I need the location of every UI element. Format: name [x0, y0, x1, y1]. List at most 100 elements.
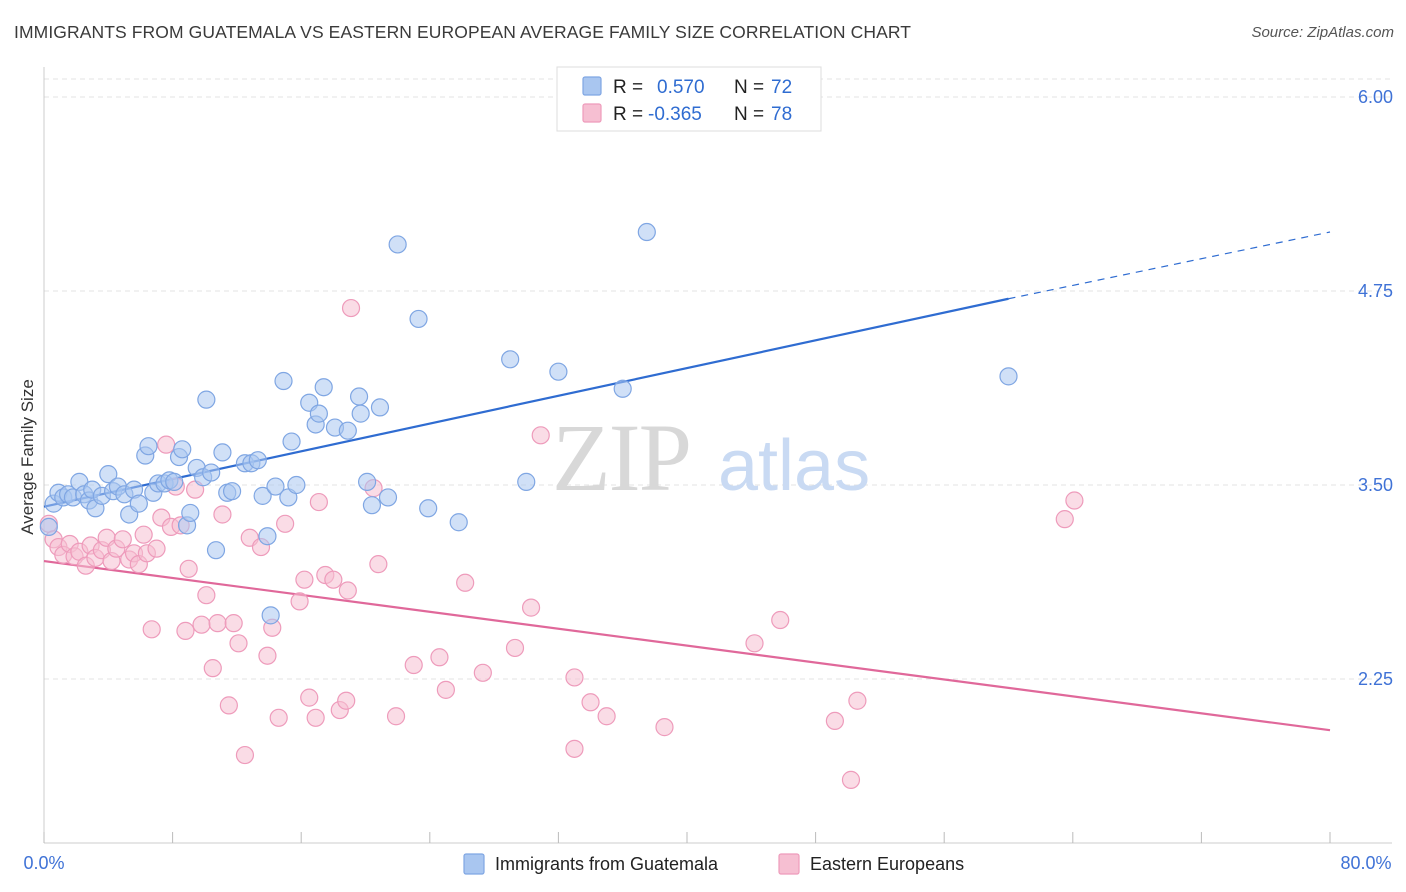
point-eastern-europeans — [306, 708, 325, 727]
point-eastern-europeans — [176, 621, 195, 640]
point-eastern-europeans — [213, 505, 232, 524]
point-eastern-europeans — [337, 691, 356, 710]
legend: Immigrants from Guatemala Eastern Europe… — [463, 853, 964, 875]
point-eastern-europeans — [229, 634, 248, 653]
point-eastern-europeans — [597, 707, 616, 726]
point-guatemala — [253, 486, 272, 505]
point-eastern-europeans — [235, 745, 255, 765]
point-eastern-europeans — [269, 708, 288, 727]
point-eastern-europeans — [300, 688, 319, 707]
point-guatemala — [173, 440, 192, 459]
point-guatemala — [274, 371, 293, 391]
point-eastern-europeans — [276, 514, 295, 533]
point-guatemala — [165, 472, 184, 491]
point-eastern-europeans — [341, 298, 361, 318]
point-guatemala — [206, 541, 226, 560]
point-eastern-europeans — [404, 655, 423, 675]
point-guatemala — [637, 222, 656, 242]
point-guatemala — [613, 379, 632, 398]
y-tick-label: 6.00 — [1358, 87, 1393, 107]
point-eastern-europeans — [430, 648, 449, 667]
stats-r-value-1: 0.570 — [657, 77, 705, 98]
trendline-eastern-europeans — [43, 559, 1331, 732]
point-guatemala — [129, 494, 148, 513]
point-guatemala — [501, 350, 520, 369]
point-eastern-europeans — [192, 615, 211, 634]
point-guatemala — [99, 465, 118, 484]
point-guatemala — [419, 499, 438, 518]
point-guatemala — [370, 398, 390, 417]
stats-swatch-pink — [582, 103, 602, 123]
point-eastern-europeans — [258, 646, 277, 665]
point-eastern-europeans — [521, 598, 541, 617]
point-guatemala — [309, 404, 328, 423]
point-eastern-europeans — [436, 680, 455, 699]
point-eastern-europeans — [848, 691, 867, 710]
point-eastern-europeans — [142, 620, 161, 639]
point-guatemala — [349, 387, 369, 406]
point-guatemala — [248, 451, 267, 470]
point-eastern-europeans — [655, 718, 674, 737]
point-guatemala — [338, 421, 357, 440]
point-eastern-europeans — [369, 555, 388, 574]
point-guatemala — [314, 378, 333, 397]
point-guatemala — [213, 443, 232, 462]
point-eastern-europeans — [565, 668, 584, 687]
point-guatemala — [351, 404, 370, 423]
point-guatemala — [549, 362, 568, 381]
x-tick-label-min: 0.0% — [23, 853, 64, 873]
point-guatemala — [139, 437, 158, 456]
point-eastern-europeans — [338, 581, 357, 600]
chart-title: IMMIGRANTS FROM GUATEMALA VS EASTERN EUR… — [14, 22, 912, 42]
stats-n-value-2: 78 — [771, 104, 792, 125]
point-eastern-europeans — [295, 570, 314, 589]
point-eastern-europeans — [745, 634, 764, 653]
point-guatemala — [358, 472, 377, 491]
trendline-guatemala-extension — [1008, 231, 1331, 300]
stats-r-value-2: -0.365 — [648, 104, 702, 125]
point-eastern-europeans — [134, 525, 153, 544]
point-eastern-europeans — [1055, 510, 1074, 529]
point-guatemala — [258, 527, 277, 546]
point-eastern-europeans — [531, 426, 550, 445]
point-guatemala — [999, 367, 1018, 386]
point-eastern-europeans — [841, 770, 861, 789]
point-guatemala — [266, 477, 285, 496]
point-eastern-europeans — [825, 711, 844, 731]
point-eastern-europeans — [157, 435, 176, 454]
legend-label-eastern-europeans: Eastern Europeans — [810, 854, 964, 874]
stats-n-label-2: N = — [734, 104, 764, 125]
point-guatemala — [409, 309, 428, 329]
point-guatemala — [449, 513, 468, 532]
stats-n-label-1: N = — [734, 77, 764, 98]
chart-source: Source: ZipAtlas.com — [1251, 24, 1394, 41]
point-eastern-europeans — [771, 610, 790, 630]
point-eastern-europeans — [290, 592, 309, 611]
point-eastern-europeans — [208, 614, 227, 633]
watermark-zip: ZIP — [552, 404, 690, 511]
legend-swatch-guatemala — [463, 853, 485, 875]
axes — [43, 67, 1392, 844]
point-eastern-europeans — [203, 659, 222, 678]
stats-r-label-1: R = — [613, 77, 643, 98]
point-eastern-europeans — [224, 614, 243, 633]
y-tick-label: 4.75 — [1358, 281, 1393, 301]
point-eastern-europeans — [505, 638, 525, 658]
y-axis-label: Average Family Size — [18, 379, 37, 535]
point-eastern-europeans — [309, 492, 328, 512]
point-eastern-europeans — [386, 707, 406, 726]
point-eastern-europeans — [197, 586, 216, 605]
stats-box: R = 0.570 N = 72 R = -0.365 N = 78 — [556, 66, 822, 132]
point-guatemala — [181, 503, 200, 523]
point-eastern-europeans — [456, 573, 475, 592]
point-guatemala — [517, 472, 536, 491]
stats-r-label-2: R = — [613, 104, 643, 125]
point-eastern-europeans — [581, 693, 600, 712]
point-eastern-europeans — [147, 539, 166, 558]
point-guatemala — [222, 482, 242, 501]
point-guatemala — [388, 235, 407, 254]
point-eastern-europeans — [113, 530, 132, 549]
point-guatemala — [378, 488, 398, 507]
point-guatemala — [202, 463, 221, 482]
